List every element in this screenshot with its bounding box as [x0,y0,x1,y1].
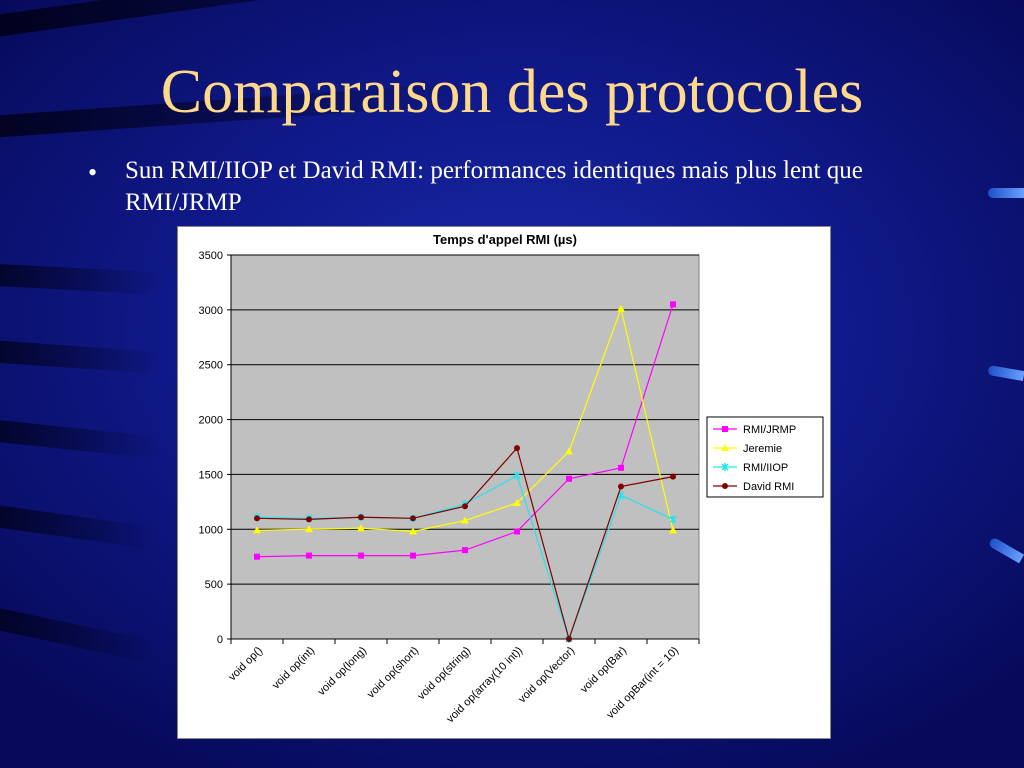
y-tick-label: 2000 [199,415,223,427]
data-point [410,552,416,559]
data-point [306,552,312,559]
chart-container: Temps d'appel RMI (µs) 0 500 1000 1500 2000 25… [177,226,831,739]
data-point [566,475,572,482]
legend-label: RMI/JRMP [743,424,796,436]
line-chart: Temps d'appel RMI (µs) 0 500 1000 1500 2000 25… [199,232,824,725]
decor-tab [988,188,1024,198]
legend-marker [722,426,728,432]
x-tick-label: void op(string) [415,645,473,703]
y-tick-label: 3000 [199,305,223,317]
legend-marker [721,463,729,471]
data-point [617,304,625,312]
data-point [306,516,312,523]
y-tick-label: 2500 [199,360,223,372]
legend-marker [721,444,729,451]
legend-marker [722,483,728,489]
legend-label: David RMI [743,481,794,493]
data-point [670,473,676,480]
x-tick-label: void op(Vector) [516,645,577,706]
x-tick-label: void op() [226,645,265,684]
data-point [566,636,572,642]
data-point [254,515,260,522]
data-point [358,514,364,521]
data-point [254,553,260,560]
data-point [462,547,468,554]
legend-label: Jeremie [743,443,782,455]
data-point [410,515,416,522]
data-point [618,464,624,471]
data-point [565,447,573,455]
data-point [669,515,677,524]
y-tick-label: 1500 [199,469,223,481]
data-point [461,516,469,524]
slide-title: Comparaison des protocoles [160,58,864,126]
data-point [462,503,468,510]
data-point [513,471,521,480]
data-point [670,301,676,308]
y-tick-label: 0 [217,634,223,646]
data-point [618,483,624,490]
data-point [409,527,417,535]
data-point [358,552,364,559]
bullet-text: Sun RMI/IIOP et David RMI: performances … [125,157,863,216]
data-point [305,525,313,533]
legend-label: RMI/IIOP [743,462,788,474]
data-point [253,526,261,534]
y-tick-label: 1000 [199,524,223,536]
data-point [357,524,365,532]
chart-title: Temps d'appel RMI (µs) [433,232,577,247]
plot-area [230,254,700,640]
y-tick-label: 3500 [199,250,223,262]
x-tick-label: void op(long) [316,645,369,698]
data-point [514,445,520,452]
x-tick-label: void op(Bar) [578,645,629,696]
x-tick-label: void op(int) [270,645,317,692]
data-point [514,528,520,535]
y-tick-label: 500 [205,579,223,591]
data-point [669,526,677,534]
bullet-marker: • [88,158,98,187]
data-point [513,498,521,506]
x-tick-label: void op(short) [365,645,421,701]
